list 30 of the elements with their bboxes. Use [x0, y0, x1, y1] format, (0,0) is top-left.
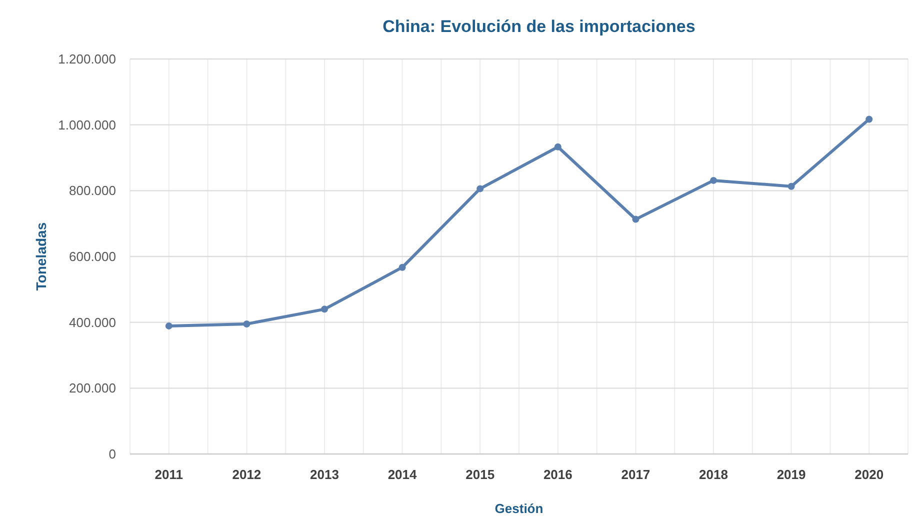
x-tick-label: 2012	[232, 467, 262, 482]
x-tick-label: 2017	[621, 467, 650, 482]
point	[788, 182, 795, 190]
y-tick-label: 600.000	[69, 249, 116, 264]
x-tick-label: 2011	[154, 467, 183, 482]
y-tick-label: 200.000	[69, 380, 116, 396]
point	[165, 322, 172, 330]
x-axis-title: Gestión	[494, 501, 544, 516]
point	[243, 320, 250, 328]
point	[632, 216, 640, 223]
y-tick-label: 1.000.000	[58, 117, 116, 132]
x-tick-label: 2016	[543, 467, 572, 482]
point	[710, 176, 717, 184]
point	[866, 116, 873, 123]
x-tick-label: 2014	[388, 467, 418, 482]
y-tick-label: 400.000	[69, 314, 116, 330]
point	[554, 143, 562, 150]
y-tick-label: 800.000	[69, 183, 116, 198]
x-tick-label: 2015	[466, 467, 495, 482]
point	[321, 306, 328, 313]
y-tick-label: 1.200.000	[58, 52, 116, 67]
x-tick-label: 2018	[699, 467, 728, 482]
x-tick-label: 2013	[310, 467, 339, 482]
y-tick-label: 0	[108, 446, 116, 462]
point	[476, 185, 484, 192]
point	[398, 264, 406, 271]
x-tick-label: 2020	[854, 467, 884, 482]
chart-title: China: Evolución de las importaciones	[382, 17, 696, 36]
y-axis-title: Toneladas	[33, 222, 49, 291]
x-tick-label: 2019	[776, 467, 806, 482]
